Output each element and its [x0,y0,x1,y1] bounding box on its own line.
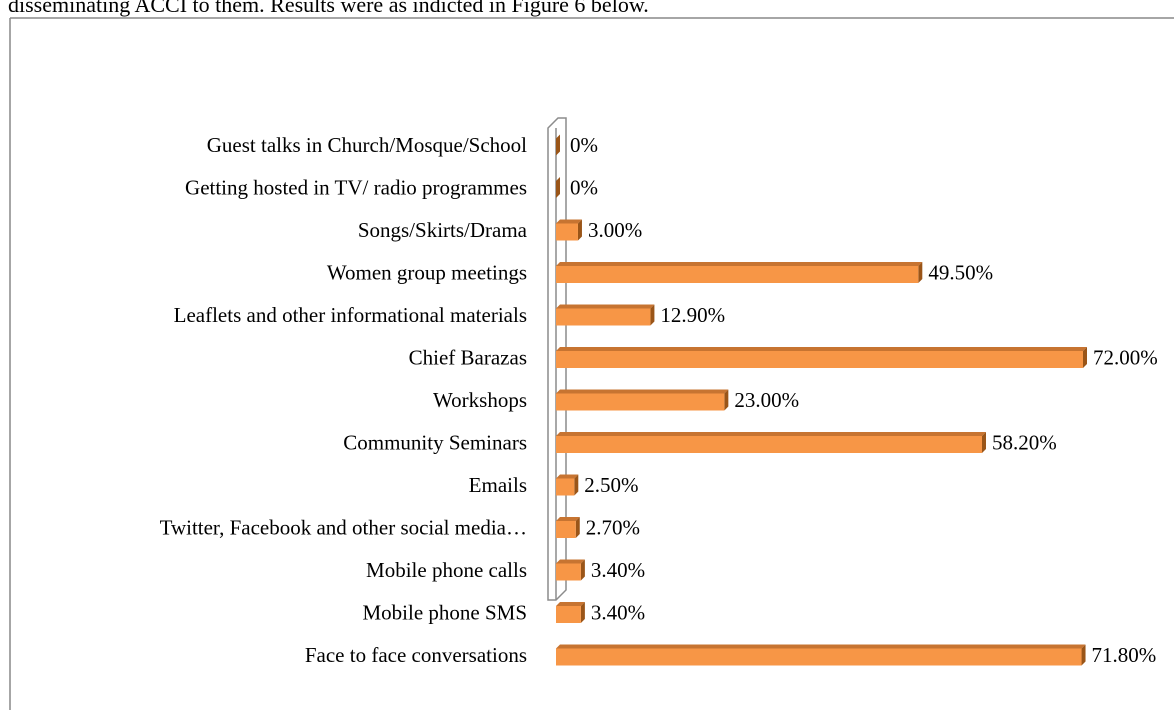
category-label: Songs/Skirts/Drama [358,218,528,242]
bar [556,266,919,283]
bar-side [1083,347,1087,368]
value-label: 58.20% [992,430,1057,454]
category-label: Twitter, Facebook and other social media… [160,515,527,539]
bar [556,308,651,326]
bar-top [556,602,585,606]
bar-side [650,304,655,326]
value-label: 2.50% [584,473,638,497]
value-label: 3.00% [588,218,642,242]
bar-top [556,304,655,309]
bar-top [556,517,580,521]
category-label: Chief Barazas [409,345,527,369]
bar-top [556,474,579,479]
bar [556,478,575,496]
bar [556,393,725,411]
bar-side [574,474,579,496]
bar-top [556,432,986,436]
bar-side [575,517,580,538]
bar-side [981,432,986,453]
value-label: 23.00% [734,388,799,412]
category-label: Emails [469,473,527,497]
category-label: Mobile phone calls [366,558,527,582]
value-label: 12.90% [660,303,725,327]
intro-text: disseminating ACCI to them. Results were… [8,0,649,17]
bar [556,563,581,581]
value-label: 72.00% [1093,345,1158,369]
category-label: Leaflets and other informational materia… [174,303,527,327]
bar-side [580,602,585,623]
value-label: 71.80% [1092,643,1157,667]
bar-side [577,219,582,241]
bar-top [556,644,1086,649]
bar-side [1081,644,1086,666]
value-label: 3.40% [591,600,645,624]
category-label: Face to face conversations [305,643,527,667]
bar [556,521,576,538]
bar [556,436,982,453]
bar [556,606,581,623]
value-label: 49.50% [928,260,993,284]
bar-side [580,559,585,581]
category-label: Community Seminars [343,430,527,454]
bar-top [556,559,585,564]
bar-side [556,134,560,156]
bar-side [724,389,729,411]
bar-side [918,262,923,283]
category-label: Mobile phone SMS [362,600,527,624]
value-label: 0% [570,175,598,199]
bar-top [556,347,1087,351]
bar [556,648,1082,666]
value-label: 3.40% [591,558,645,582]
bar-top [556,219,582,224]
category-label: Workshops [433,388,527,412]
bar [556,223,578,241]
category-label: Guest talks in Church/Mosque/School [207,133,527,157]
value-label: 2.70% [586,515,640,539]
category-label: Getting hosted in TV/ radio programmes [185,175,527,199]
category-label: Women group meetings [327,260,527,284]
bar-top [556,262,923,266]
value-label: 0% [570,133,598,157]
bar-side [556,177,560,198]
bar [556,351,1083,368]
bar-top [556,389,729,394]
